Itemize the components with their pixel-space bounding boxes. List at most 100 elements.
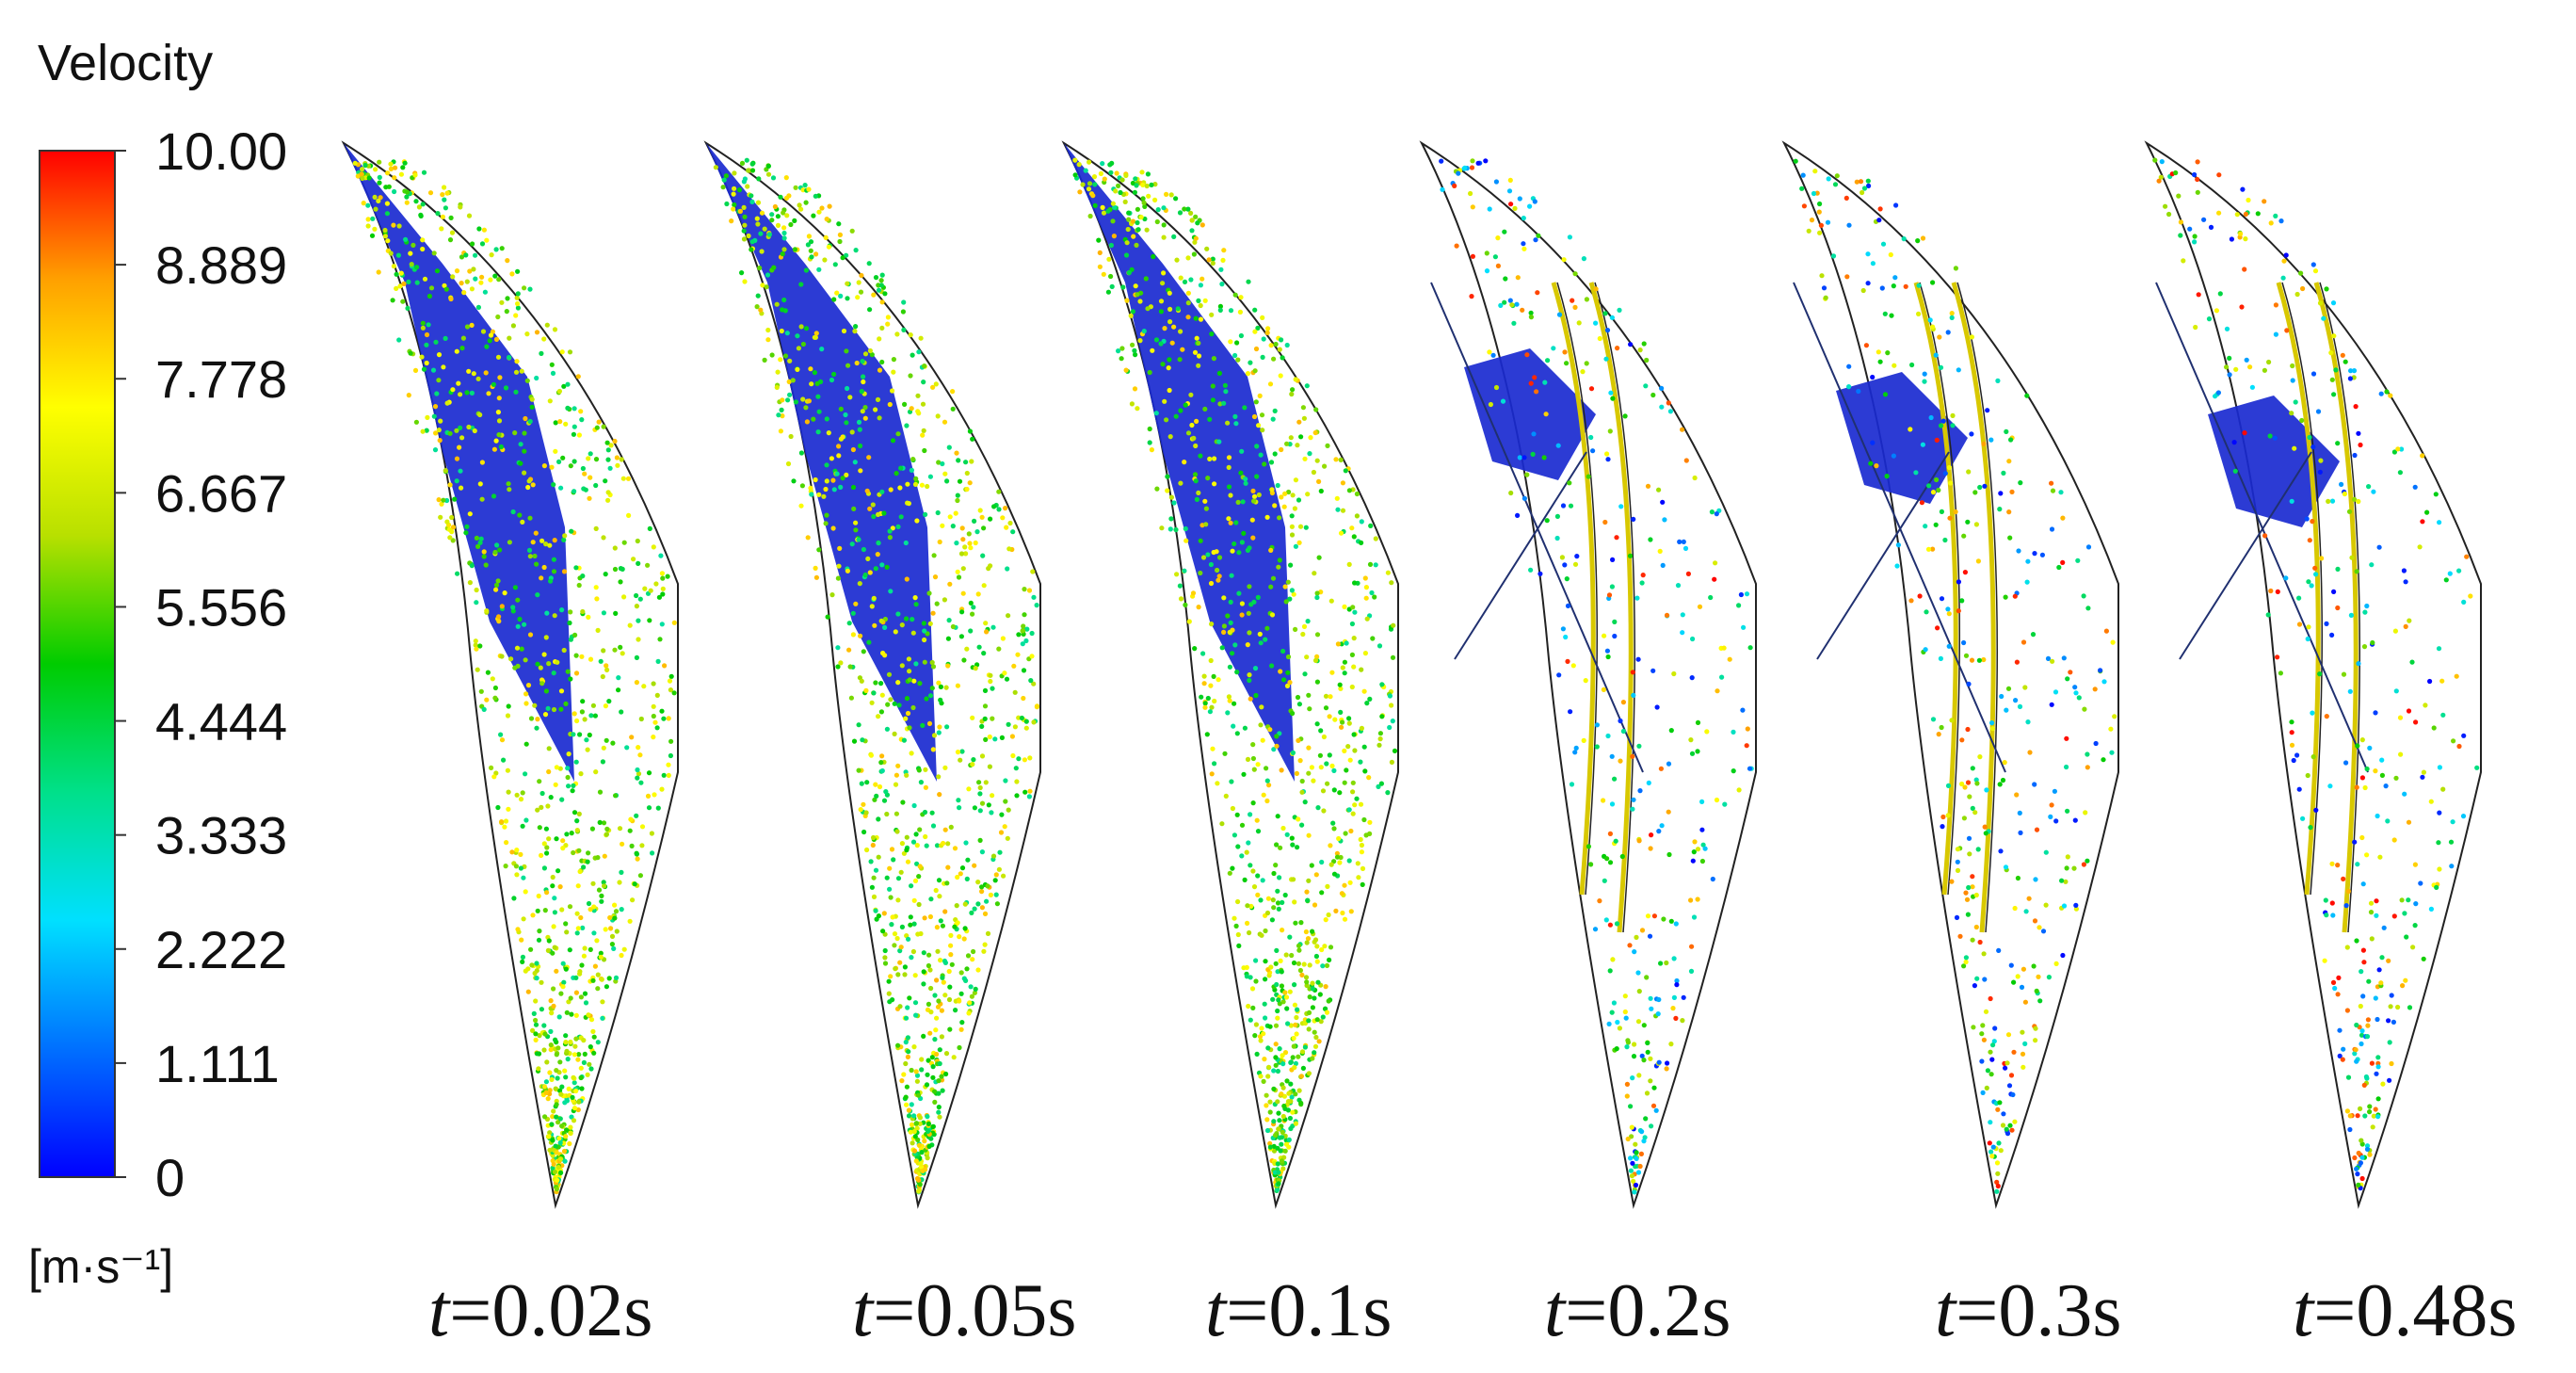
- particle: [560, 455, 566, 460]
- particle: [758, 231, 764, 236]
- particle: [507, 335, 512, 341]
- legend-tick-label: 4.444: [155, 692, 287, 751]
- particle: [1020, 628, 1025, 634]
- particle: [1511, 320, 1517, 326]
- particle: [1615, 1019, 1620, 1026]
- particle: [870, 842, 876, 848]
- particle: [979, 723, 985, 730]
- particle: [1880, 241, 1887, 247]
- particle: [1715, 688, 1720, 694]
- particle: [867, 347, 874, 354]
- particle: [459, 346, 465, 351]
- particle: [1318, 1019, 1324, 1025]
- particle: [902, 972, 908, 977]
- particle: [1572, 561, 1579, 567]
- particle: [1618, 504, 1624, 509]
- particle: [365, 202, 371, 208]
- particle: [1275, 1187, 1280, 1192]
- particle: [1685, 571, 1691, 577]
- particle: [1217, 303, 1223, 309]
- particle: [1253, 978, 1259, 984]
- particle: [458, 468, 463, 474]
- particle: [2022, 1041, 2028, 1046]
- particle: [1387, 693, 1393, 699]
- particle: [2447, 571, 2453, 576]
- particle: [2281, 258, 2287, 264]
- particle: [2037, 998, 2043, 1004]
- particle: [1265, 896, 1271, 901]
- particle: [2345, 1074, 2352, 1080]
- particle: [666, 772, 671, 779]
- particle: [1874, 463, 1879, 469]
- particle: [1273, 863, 1279, 868]
- particle: [488, 332, 494, 338]
- particle: [1535, 290, 1540, 296]
- particle: [441, 364, 446, 370]
- particle: [1945, 606, 1951, 612]
- particle: [1314, 590, 1320, 596]
- particle: [1230, 651, 1235, 656]
- particle: [2373, 710, 2378, 716]
- particle: [1689, 944, 1695, 949]
- particle: [1021, 668, 1027, 673]
- particle: [2231, 440, 2237, 445]
- particle: [1312, 995, 1317, 1001]
- particle: [1509, 302, 1515, 308]
- particle: [2331, 333, 2337, 339]
- particle: [2173, 170, 2179, 176]
- particle: [545, 705, 551, 711]
- particle: [529, 396, 535, 402]
- particle: [2158, 174, 2164, 180]
- particle: [1624, 1093, 1630, 1099]
- particle: [2412, 923, 2418, 929]
- particle: [547, 1088, 553, 1093]
- particle: [1892, 363, 1897, 368]
- particle: [855, 295, 861, 300]
- particle: [1004, 676, 1010, 682]
- particle: [1492, 254, 1498, 260]
- particle: [1606, 1021, 1612, 1026]
- particle: [873, 680, 878, 686]
- particle: [836, 453, 842, 459]
- particle: [1389, 759, 1394, 766]
- particle: [788, 221, 794, 228]
- particle: [1327, 752, 1332, 758]
- particle: [1440, 186, 1445, 192]
- particle: [971, 948, 976, 955]
- particle: [1343, 468, 1348, 474]
- particle: [408, 250, 413, 256]
- particle: [944, 880, 950, 886]
- particle: [813, 334, 819, 340]
- particle: [1609, 1010, 1615, 1015]
- particle: [1313, 1034, 1319, 1041]
- particle: [1257, 631, 1263, 638]
- particle: [598, 950, 604, 956]
- particle: [1936, 732, 1941, 737]
- particle: [1632, 949, 1637, 955]
- particle: [884, 811, 890, 817]
- particle: [2365, 1017, 2371, 1023]
- particle: [478, 688, 484, 694]
- particle: [1639, 1129, 1645, 1135]
- particle: [2370, 639, 2375, 646]
- particle: [845, 281, 850, 286]
- particle: [846, 621, 852, 626]
- particle: [546, 1134, 552, 1139]
- particle: [617, 880, 622, 885]
- particle: [935, 1004, 942, 1010]
- particle: [1264, 1103, 1269, 1108]
- particle: [972, 990, 977, 995]
- particle: [458, 392, 463, 397]
- particle: [510, 509, 516, 515]
- particle: [1688, 897, 1694, 903]
- particle: [2341, 671, 2347, 677]
- particle: [624, 745, 630, 751]
- particle: [601, 424, 606, 429]
- particle: [2273, 331, 2278, 337]
- particle: [1227, 698, 1232, 703]
- particle: [1659, 404, 1665, 410]
- particle: [731, 206, 736, 212]
- simulation-panel: [2144, 140, 2482, 1209]
- particle: [2397, 715, 2404, 720]
- particle: [902, 401, 908, 407]
